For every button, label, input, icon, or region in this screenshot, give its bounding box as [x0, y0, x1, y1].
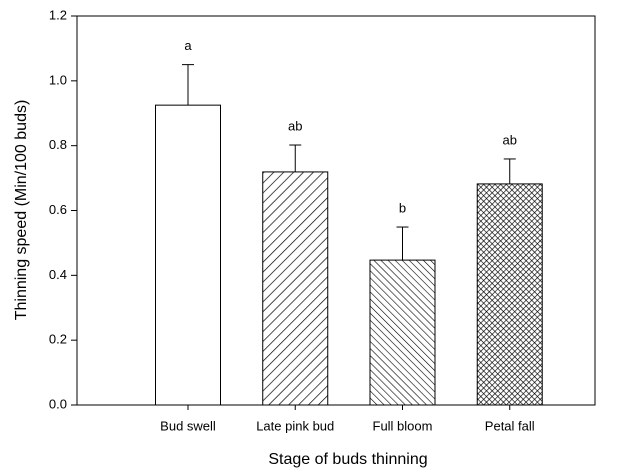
- bar: [476, 183, 543, 406]
- x-tick-label: Petal fall: [485, 418, 535, 433]
- y-tick-label: 1.2: [49, 7, 67, 22]
- significance-letter: ab: [288, 118, 302, 133]
- x-tick-label: Late pink bud: [256, 418, 334, 433]
- y-tick-label: 1.0: [49, 72, 67, 87]
- bar: [262, 171, 329, 406]
- y-tick-label: 0.6: [49, 202, 67, 217]
- y-axis-title: Thinning speed (Min/100 buds): [13, 100, 30, 321]
- x-axis-title: Stage of buds thinning: [268, 451, 427, 468]
- significance-letter: a: [184, 38, 192, 53]
- significance-letter: b: [399, 200, 406, 215]
- y-tick-label: 0.2: [49, 332, 67, 347]
- x-tick-label: Full bloom: [373, 418, 433, 433]
- y-tick-label: 0.0: [49, 396, 67, 411]
- bar: [155, 104, 221, 406]
- x-tick-label: Bud swell: [160, 418, 216, 433]
- significance-letter: ab: [503, 132, 517, 147]
- y-tick-label: 0.4: [49, 267, 67, 282]
- y-tick-label: 0.8: [49, 137, 67, 152]
- bar: [369, 259, 436, 406]
